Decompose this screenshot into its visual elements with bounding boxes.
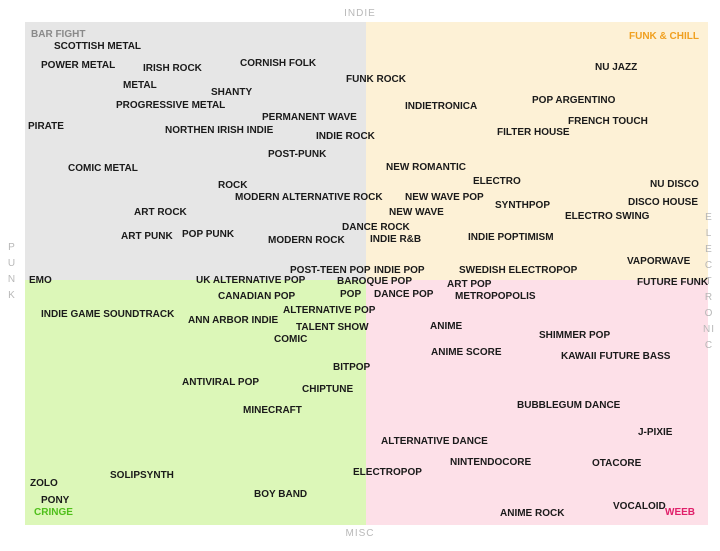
genre-label: J-PIXIE — [638, 427, 673, 438]
genre-label: COMIC METAL — [68, 163, 138, 174]
genre-label: SYNTHPOP — [495, 200, 551, 211]
genre-label: NEW ROMANTIC — [386, 162, 466, 173]
genre-label: ANIME — [430, 321, 463, 332]
genre-label: COMIC — [274, 334, 308, 345]
genre-label: PROGRESSIVE METAL — [116, 100, 226, 111]
genre-label: MODERN ALTERNATIVE ROCK — [235, 192, 383, 203]
genre-label: BAROQUE POP — [337, 276, 413, 287]
genre-label: ALTERNATIVE POP — [283, 305, 376, 316]
genre-label: ART ROCK — [134, 207, 187, 218]
genre-label: EMO — [29, 275, 52, 286]
genre-label: FRENCH TOUCH — [568, 116, 648, 127]
genre-label: FILTER HOUSE — [497, 127, 570, 138]
genre-label: PERMANENT WAVE — [262, 112, 357, 123]
genre-label: ZOLO — [30, 478, 58, 489]
quadrant-label-funk-chill: FUNK & CHILL — [629, 31, 699, 42]
genre-label: KAWAII FUTURE BASS — [561, 351, 671, 362]
genre-label: INDIE GAME SOUNDTRACK — [41, 309, 175, 320]
genre-label: CORNISH FOLK — [240, 58, 317, 69]
quadrant-funk-chill — [366, 22, 708, 280]
genre-label: FUNK ROCK — [346, 74, 406, 85]
genre-label: TALENT SHOW — [296, 322, 369, 333]
genre-label: POWER METAL — [41, 60, 116, 71]
genre-label: UK ALTERNATIVE POP — [196, 275, 306, 286]
genre-label: BUBBLEGUM DANCE — [517, 400, 621, 411]
genre-label: NORTHEN IRISH INDIE — [165, 125, 274, 136]
genre-label: CANADIAN POP — [218, 291, 296, 302]
genre-label: VOCALOID — [613, 501, 666, 512]
genre-label: NU JAZZ — [595, 62, 638, 73]
genre-label: POP — [340, 289, 362, 300]
genre-label: METROPOPOLIS — [455, 291, 536, 302]
genre-label: SCOTTISH METAL — [54, 41, 142, 52]
genre-label: ANIME ROCK — [500, 508, 565, 519]
genre-label: NU DISCO — [650, 179, 699, 190]
genre-label: BITPOP — [333, 362, 371, 373]
axis-label-top: INDIE — [344, 8, 376, 19]
genre-label: POST-TEEN POP — [290, 265, 371, 276]
genre-label: VAPORWAVE — [627, 256, 691, 267]
genre-label: ANN ARBOR INDIE — [188, 315, 279, 326]
genre-label: MODERN ROCK — [268, 235, 345, 246]
axis-label-left: PUNK — [7, 242, 17, 301]
genre-label: ELECTRO — [473, 176, 521, 187]
genre-label: FUTURE FUNK — [637, 277, 709, 288]
genre-label: ELECTROPOP — [353, 467, 422, 478]
genre-label: OTACORE — [592, 458, 642, 469]
genre-label: SHIMMER POP — [539, 330, 611, 341]
genre-label: SHANTY — [211, 87, 253, 98]
genre-label: IRISH ROCK — [143, 63, 202, 74]
genre-label: DISCO HOUSE — [628, 197, 699, 208]
genre-label: ELECTRO SWING — [565, 211, 650, 222]
genre-label: POP ARGENTINO — [532, 95, 616, 106]
quadrant-label-weeb: WEEB — [665, 507, 695, 518]
quadrant-label-bar-fight: BAR FIGHT — [31, 29, 86, 40]
genre-label: BOY BAND — [254, 489, 308, 500]
genre-label: DANCE ROCK — [342, 222, 410, 233]
axis-label-bottom: MISC — [345, 528, 375, 539]
quadrant-cringe — [25, 280, 366, 525]
axis-label-right: ELECTRONIC — [703, 212, 715, 351]
genre-label: ROCK — [218, 180, 248, 191]
genre-label: NEW WAVE — [389, 207, 444, 218]
genre-label: NINTENDOCORE — [450, 457, 532, 468]
genre-label: ANTIVIRAL POP — [182, 377, 260, 388]
genre-label: INDIE POPTIMISM — [468, 232, 554, 243]
genre-label: INDIETRONICA — [405, 101, 478, 112]
genre-label: DANCE POP — [374, 289, 434, 300]
genre-label: PIRATE — [28, 121, 64, 132]
quadrant-weeb — [366, 280, 708, 525]
genre-label: INDIE R&B — [370, 234, 422, 245]
genre-label: MINECRAFT — [243, 405, 302, 416]
genre-label: ANIME SCORE — [431, 347, 502, 358]
genre-label: INDIE ROCK — [316, 131, 375, 142]
quadrant-bar-fight — [25, 22, 366, 280]
genre-label: NEW WAVE POP — [405, 192, 484, 203]
genre-label: SOLIPSYNTH — [110, 470, 174, 481]
genre-label: INDIE POP — [374, 265, 425, 276]
genre-label: ART PUNK — [121, 231, 173, 242]
genre-label: PONY — [41, 495, 70, 506]
quadrant-label-cringe: CRINGE — [34, 507, 73, 518]
genre-label: ART POP — [447, 279, 492, 290]
genre-label: METAL — [123, 80, 157, 91]
genre-label: CHIPTUNE — [302, 384, 354, 395]
genre-label: SWEDISH ELECTROPOP — [459, 265, 578, 276]
genre-label: POST-PUNK — [268, 149, 327, 160]
genre-label: POP PUNK — [182, 229, 235, 240]
genre-label: ALTERNATIVE DANCE — [381, 436, 488, 447]
